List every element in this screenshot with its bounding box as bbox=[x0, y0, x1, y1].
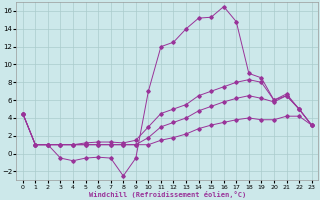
X-axis label: Windchill (Refroidissement éolien,°C): Windchill (Refroidissement éolien,°C) bbox=[89, 191, 246, 198]
